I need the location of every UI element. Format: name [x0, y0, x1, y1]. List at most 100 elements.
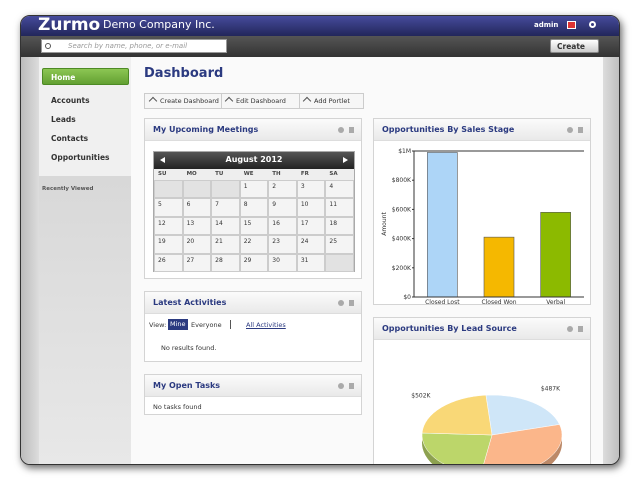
all-activities-link[interactable]: All Activities	[246, 321, 286, 329]
settings-icon[interactable]	[338, 300, 344, 306]
bar-chart: $0 $200K $400K $600K $800K $1M Amount Closed Lo…	[381, 148, 584, 305]
nav-item[interactable]: Accounts	[51, 96, 90, 105]
calendar-cell[interactable]: 31	[296, 253, 326, 272]
calendar-cell[interactable]: 20	[182, 235, 212, 254]
calendar-cell[interactable]: 29	[239, 253, 269, 272]
delete-icon[interactable]	[578, 127, 583, 133]
calendar-cell[interactable]: 11	[325, 198, 354, 217]
day-number: 18	[329, 219, 338, 227]
day-number: 25	[329, 238, 338, 246]
calendar-cell[interactable]: 21	[211, 235, 240, 254]
calendar-cell[interactable]: 17	[296, 216, 326, 236]
settings-icon[interactable]	[338, 127, 344, 133]
filter-mine[interactable]: Mine	[168, 319, 188, 330]
y-tick-label: $200K	[392, 265, 412, 272]
day-number: 13	[186, 219, 195, 227]
calendar-cell[interactable]: 2	[268, 180, 297, 199]
settings-icon[interactable]	[338, 383, 344, 389]
calendar-cell[interactable]: 13	[182, 216, 212, 236]
delete-icon[interactable]	[349, 383, 354, 389]
delete-icon[interactable]	[349, 300, 354, 306]
calendar-cell[interactable]: 24	[296, 235, 326, 254]
portlet-header: Latest Activities	[145, 292, 361, 314]
weekday: SA	[329, 171, 338, 177]
pie-chart: $487K $510K $502K	[406, 386, 563, 464]
calendar-cell[interactable]: 4	[325, 180, 354, 199]
day-number: 22	[243, 238, 252, 246]
filter-everyone[interactable]: Everyone	[191, 321, 222, 329]
day-number: 2	[272, 183, 277, 190]
user-menu[interactable]: admin	[534, 21, 559, 29]
prev-month[interactable]	[160, 157, 165, 163]
calendar-cell[interactable]: 23	[268, 235, 297, 254]
weekday: MO	[186, 171, 197, 177]
portlet-header: My Open Tasks	[145, 375, 361, 397]
day-number: 29	[243, 256, 252, 264]
calendar-cell[interactable]: 10	[296, 198, 326, 217]
calendar-cell[interactable]: 22	[239, 235, 269, 254]
nav-item-active[interactable]: Home	[42, 68, 129, 85]
calendar-cell[interactable]: 9	[268, 198, 297, 217]
day-number: 7	[215, 201, 219, 209]
portlet-title: Opportunities By Sales Stage	[382, 125, 515, 134]
calendar-cell[interactable]: 28	[211, 253, 240, 272]
nav-item[interactable]: Leads	[51, 115, 76, 124]
calendar-cell[interactable]: 30	[268, 253, 297, 272]
day-number: 27	[186, 256, 195, 264]
toolbar-button[interactable]: Add Portlet	[314, 97, 350, 105]
page-title: Dashboard	[144, 66, 224, 81]
right-gutter	[603, 57, 619, 464]
empty-message: No results found.	[161, 344, 217, 352]
bar	[540, 212, 571, 298]
calendar-cell[interactable]: 26	[154, 253, 183, 272]
portlet: My Open Tasks No tasks found	[144, 374, 362, 415]
search-input[interactable]: Search by name, phone, or e-mail	[41, 39, 227, 53]
weekday: SU	[158, 171, 167, 177]
settings-icon[interactable]	[589, 21, 596, 28]
delete-icon[interactable]	[578, 326, 583, 332]
settings-icon[interactable]	[567, 127, 573, 133]
next-month[interactable]	[343, 157, 348, 163]
day-number: 19	[158, 238, 166, 246]
day-number: 30	[272, 256, 280, 264]
x-tick-label: Closed Lost	[425, 299, 460, 305]
calendar-cell[interactable]: 1	[239, 180, 269, 199]
nav-item[interactable]: Contacts	[51, 134, 89, 143]
calendar-cell[interactable]: 27	[182, 253, 212, 272]
notifications-icon[interactable]	[567, 21, 576, 29]
calendar-cell[interactable]: 14	[211, 216, 240, 236]
portlet-header: Opportunities By Lead Source	[374, 318, 590, 340]
x-tick-label: Closed Won	[481, 299, 516, 305]
calendar-cell[interactable]: 25	[325, 235, 354, 254]
nav-item[interactable]: Opportunities	[51, 153, 110, 162]
calendar-cell[interactable]: 8	[239, 198, 269, 217]
view-label: View:	[149, 321, 167, 329]
calendar-cell[interactable]: 19	[154, 235, 183, 254]
toolbar-button[interactable]: Create Dashboard	[160, 97, 219, 105]
calendar-cell[interactable]: 12	[154, 216, 183, 236]
calendar-cell	[211, 180, 240, 199]
day-number: 8	[243, 201, 248, 209]
calendar-cell[interactable]: 15	[239, 216, 269, 236]
create-button[interactable]: Create	[550, 39, 599, 53]
portlet: Opportunities By Sales Stage $0 $200K $400K…	[373, 118, 591, 305]
day-number: 21	[215, 238, 223, 246]
toolbar-divider	[299, 94, 300, 108]
calendar-cell[interactable]: 5	[154, 198, 183, 217]
calendar-cell[interactable]: 16	[268, 216, 297, 236]
calendar-cell[interactable]: 6	[182, 198, 212, 217]
settings-icon[interactable]	[567, 326, 573, 332]
calendar-cell[interactable]: 3	[296, 180, 326, 199]
portlet-header: Opportunities By Sales Stage	[374, 119, 590, 141]
sidebar-lower	[39, 176, 131, 464]
y-tick-label: $0	[403, 294, 411, 301]
toolbar-button[interactable]: Edit Dashboard	[236, 97, 286, 105]
weekday: TU	[215, 171, 224, 177]
delete-icon[interactable]	[349, 127, 354, 133]
portlet-title: Opportunities By Lead Source	[382, 324, 517, 333]
search-placeholder: Search by name, phone, or e-mail	[68, 42, 188, 50]
calendar-cell[interactable]: 18	[325, 216, 354, 236]
y-tick-label: $400K	[392, 236, 412, 243]
calendar-cell[interactable]: 7	[211, 198, 240, 217]
slice-label: $487K	[541, 386, 561, 393]
